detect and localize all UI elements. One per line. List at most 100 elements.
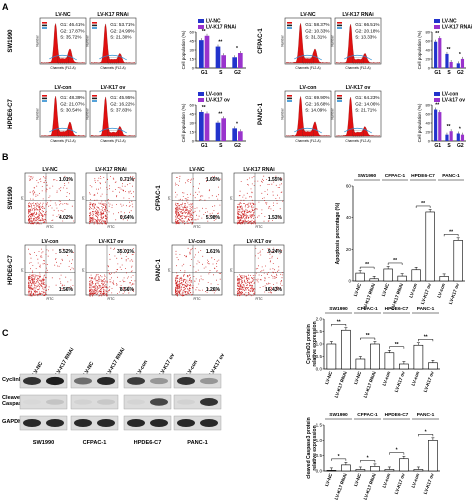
scatter-x-axis-label: FITC (46, 225, 54, 229)
chart-x-tick-label: LV-con (382, 370, 392, 386)
scatter-frame (85, 172, 137, 224)
histogram-g1-peak (335, 24, 381, 64)
chart-x-tick-label: LV-con (411, 472, 421, 488)
chart-group-label: PANC-1 (417, 306, 435, 312)
chart-y-tick-label: 60 (190, 103, 195, 108)
chart-x-tick-label: G1 (201, 143, 208, 149)
chart-y-tick-label: 0 (348, 279, 351, 284)
histogram-legend-swatch (92, 100, 97, 102)
scatter-dots (237, 175, 284, 225)
blot-lane-label: LV-K17 RNAi (106, 346, 127, 377)
scatter-lower-right-percent: 8.56% (120, 287, 135, 293)
scatter-lower-right-percent: 5.98% (206, 215, 221, 221)
scatter-x-axis-label: FITC (46, 297, 54, 301)
chart-significance-bracket (359, 266, 375, 270)
chart-significance: ** (202, 29, 206, 35)
blot-group-label: PANC-1 (187, 440, 207, 446)
cell-cycle-chart: 0 20 40 60 80 Cell population (%) ** G1 ** S * G2 LV… (417, 92, 466, 149)
blot-band (127, 399, 145, 405)
histogram-stat: G2: 20.18% (355, 28, 379, 33)
histogram-y-axis-label: Number (86, 107, 90, 119)
chart-bar (438, 112, 442, 141)
histogram-stat: S: 30.54% (60, 108, 81, 113)
histogram-g1-peak (335, 97, 381, 137)
chart-significance: ** (395, 342, 399, 348)
chart-y-tick-label: 40 (426, 48, 431, 53)
blot-band (150, 398, 168, 406)
chart-legend-swatch (198, 19, 204, 23)
blot-band (177, 399, 195, 405)
chart-x-tick-label: LV-NC (324, 472, 334, 487)
histogram-legend-swatch (287, 100, 292, 102)
chart-x-tick-label: LV-K17 ov (394, 472, 406, 495)
chart-x-tick-label: LV-K17 RNAi (334, 473, 348, 501)
blot-lane-label: LV-K17 RNAi (55, 346, 76, 377)
histogram-frame (334, 90, 382, 138)
histogram-frame (39, 90, 87, 138)
histogram-g1-peak (40, 96, 86, 137)
chart-y-tick-label: 1.5 (316, 423, 323, 428)
histogram-stat: G2: 10.33% (305, 28, 329, 33)
cell-line-label: HPDE6-C7 (8, 255, 14, 285)
histogram-legend-swatch (92, 95, 97, 97)
chart-significance: ** (218, 111, 222, 117)
blot-band (74, 377, 92, 385)
blot-band-label: CyclinD1 (2, 377, 26, 383)
histogram-fit-line (99, 54, 127, 61)
chart-x-tick-label: LV-NC (324, 370, 334, 385)
histogram-legend-swatch (287, 27, 292, 29)
chart-significance: ** (424, 334, 428, 340)
chart-group-label: CFPAC-1 (357, 412, 378, 418)
chart-y-tick-label: 0.5 (316, 453, 323, 458)
chart-x-tick-label: LV-NC (353, 472, 363, 487)
chart-legend-label: LV-K17 ov (206, 98, 230, 104)
scatter-title: LV-K17 RNAi (95, 167, 127, 173)
chart-bar (199, 111, 204, 141)
chart-bar (434, 109, 438, 141)
chart-x-tick-label: G1 (434, 143, 441, 149)
chart-significance: * (459, 126, 461, 132)
chart-y-tick-label: 0.5 (316, 354, 323, 359)
histogram-frame (89, 17, 137, 65)
scatter-title: LV-K17 ov (99, 239, 124, 245)
histogram-y-axis-label: Number (86, 34, 90, 46)
histogram-stat: S: 21.30% (110, 35, 131, 40)
chart-bar (439, 276, 449, 282)
chart-legend-swatch (434, 25, 440, 29)
histogram-legend-swatch (287, 24, 292, 27)
chart-significance: * (396, 448, 398, 454)
chart-bar (411, 269, 421, 282)
histogram-stat: S: 21.71% (355, 108, 376, 113)
chart-y-tick-label: 40 (346, 215, 352, 220)
scatter-frame (171, 172, 223, 224)
chart-bar (413, 469, 424, 472)
chart-bar (384, 469, 395, 472)
chart-legend-swatch (434, 92, 440, 96)
blot-membrane (19, 394, 68, 410)
chart-significance-bracket (387, 262, 403, 265)
chart-bar (221, 118, 226, 141)
chart-significance-bracket (360, 460, 376, 463)
cell-line-label: CFPAC-1 (156, 185, 162, 211)
scatter-x-axis-label: FITC (107, 225, 115, 229)
chart-y-tick-label: 20 (346, 247, 352, 252)
chart-y-tick-label: 2.0 (316, 317, 323, 322)
chart-y-axis-title: CyclinD1 protein (306, 324, 312, 364)
chart-x-tick-label: G2 (234, 143, 241, 149)
cell-cycle-chart: 0 15 30 45 60 Cell population (%) ** G1 ** S * G2 LV… (181, 19, 246, 76)
chart-y-axis-title: cleaved Caspase3 protein (306, 417, 312, 478)
scatter-y-axis-label: PI (82, 268, 86, 271)
histogram-stat: G1: 45.95% (110, 95, 134, 100)
chart-significance: ** (421, 201, 425, 207)
scatter-title: LV-con (42, 239, 59, 245)
chart-y-tick-label: 60 (426, 112, 431, 117)
chart-y-tick-label: 0 (192, 66, 195, 71)
histogram-title: LV-con (55, 85, 72, 91)
histogram-title: LV-K17 RNAi (97, 12, 129, 18)
blot-band (127, 377, 145, 385)
cell-line-label: SW1990 (8, 186, 14, 210)
chart-y-tick-label: 0 (428, 66, 431, 71)
chart-bar (355, 272, 365, 282)
scatter-lower-right-percent: 4.02% (59, 215, 74, 221)
chart-x-tick-label: LV-K17 ov (420, 282, 432, 305)
